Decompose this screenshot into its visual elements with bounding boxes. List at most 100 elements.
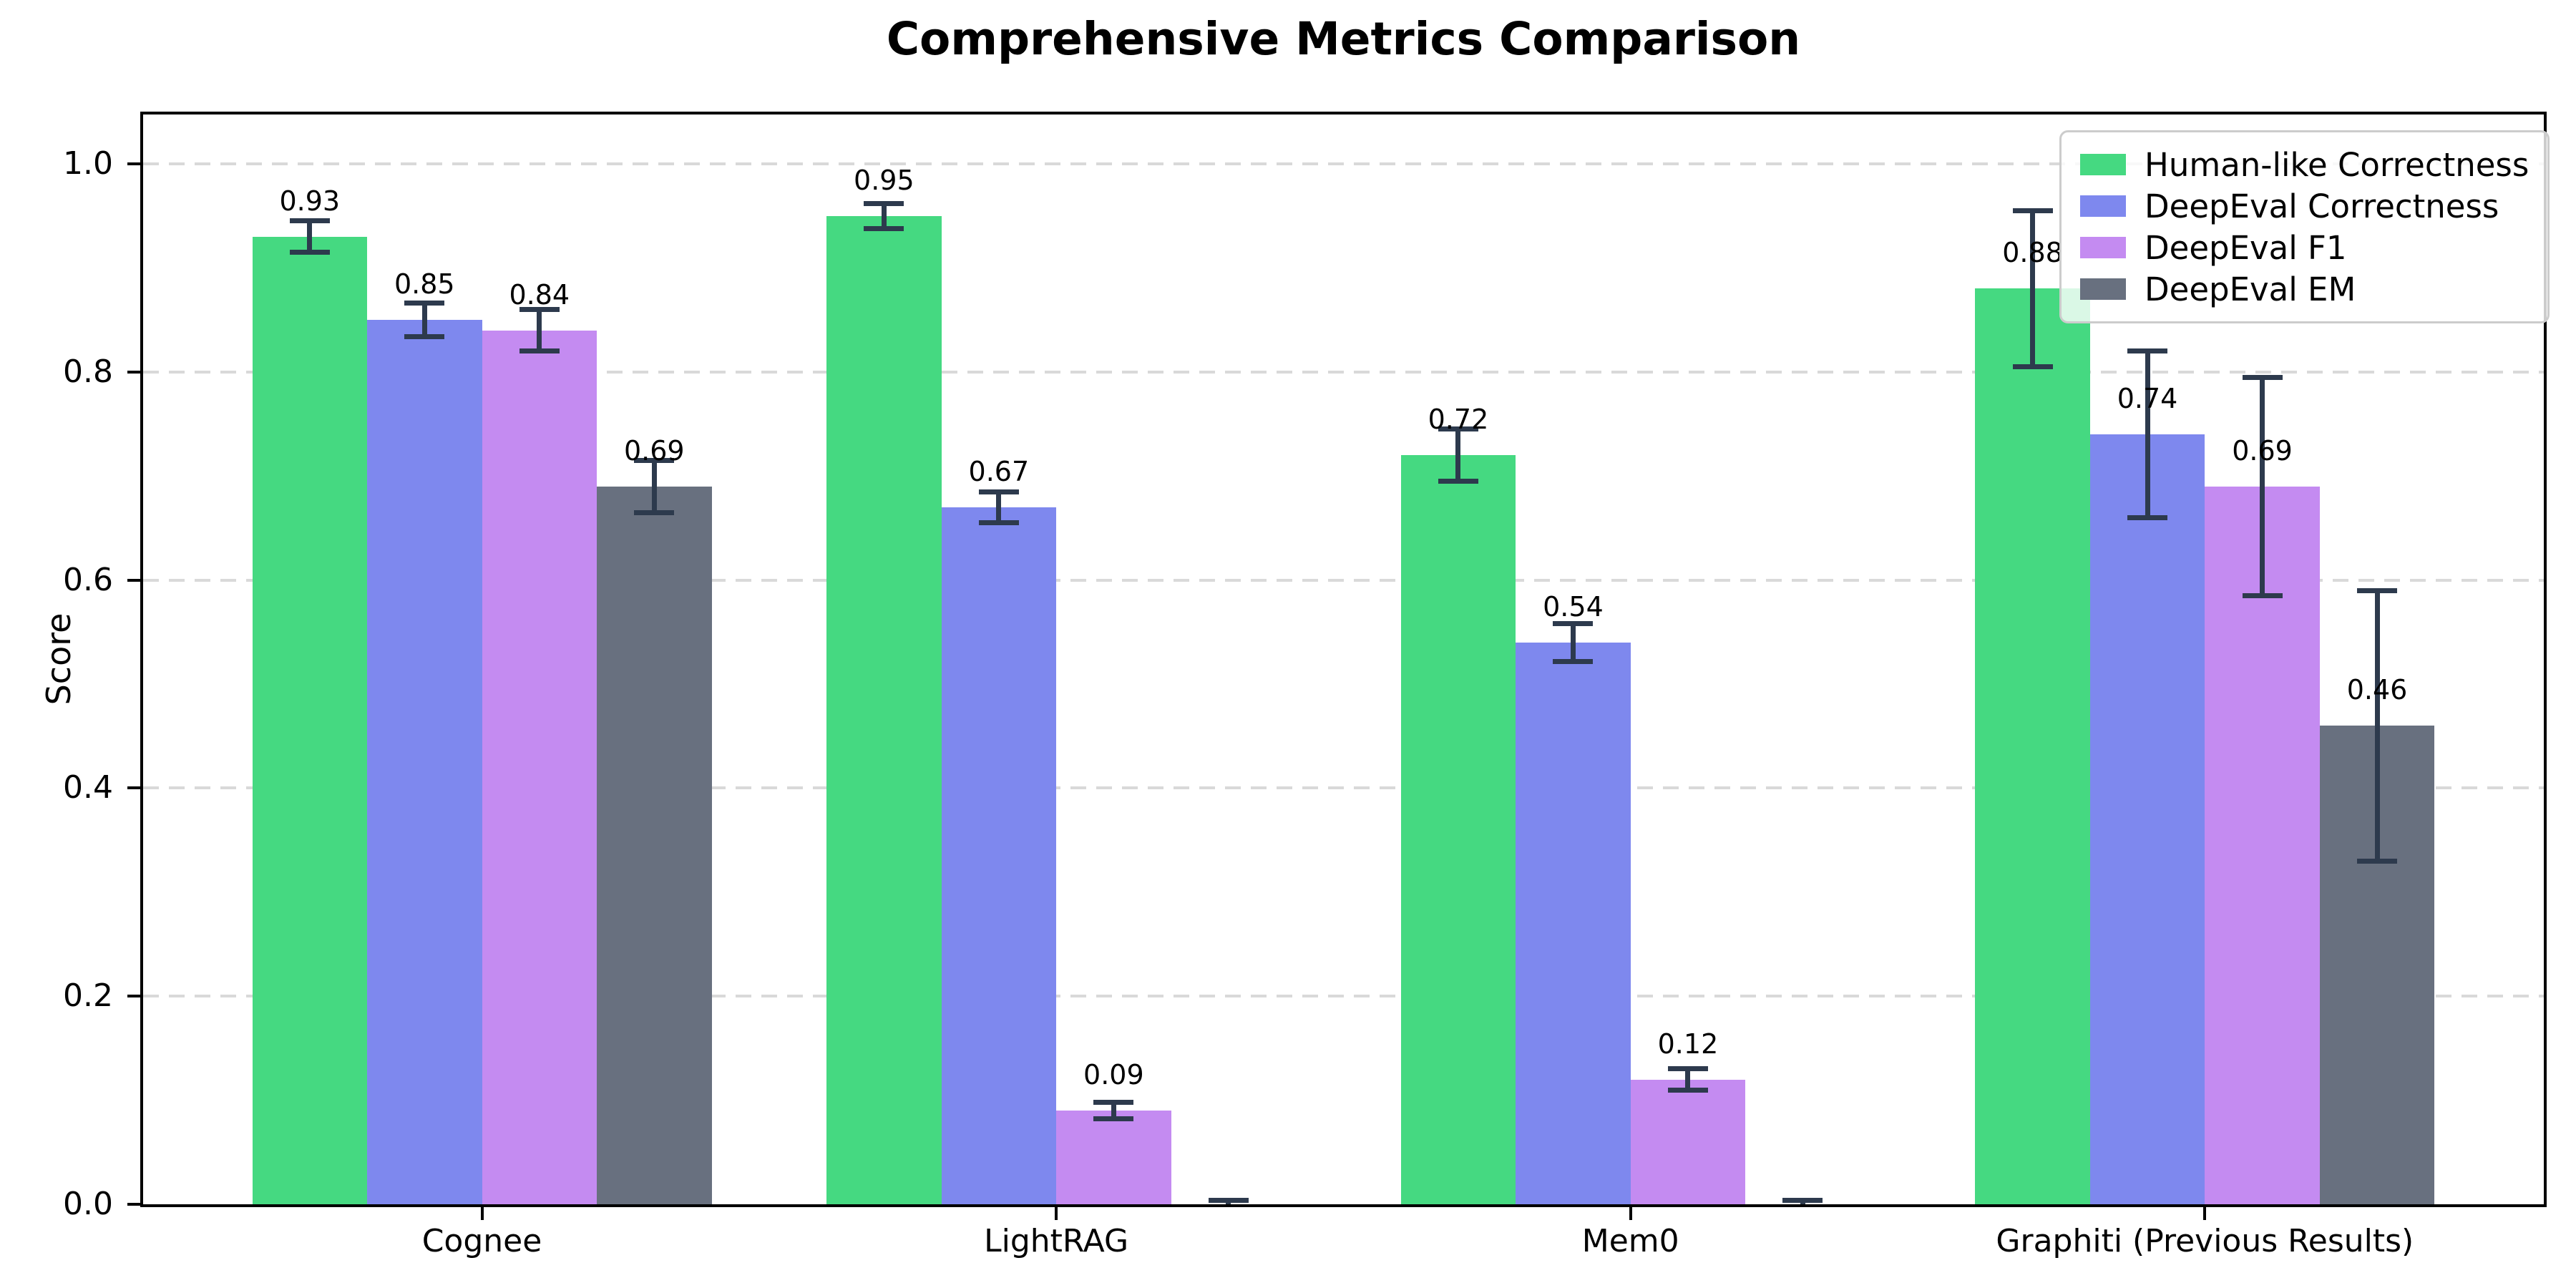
bar [2205, 486, 2320, 1204]
legend-label: DeepEval Correctness [2145, 187, 2499, 225]
error-bar-cap [1782, 1197, 1823, 1203]
bar [1975, 288, 2090, 1204]
error-bar-cap [978, 489, 1019, 494]
bar [252, 236, 367, 1204]
bar [367, 320, 482, 1204]
bar-value-label: 0.85 [394, 268, 455, 301]
error-bar-cap [2242, 592, 2283, 598]
error-bar [996, 492, 1002, 523]
x-tick-label: LightRAG [984, 1223, 1129, 1259]
legend-item: DeepEval Correctness [2080, 185, 2529, 227]
bar-value-label: 0.72 [1428, 404, 1489, 436]
error-bar [1685, 1068, 1691, 1091]
error-bar-cap [2012, 364, 2053, 370]
error-bar-cap [1667, 1066, 1708, 1072]
error-bar [2145, 351, 2150, 518]
error-bar-cap [2012, 208, 2053, 213]
bar-value-label: 0.54 [1543, 590, 1604, 623]
bar-value-label: 0.12 [1657, 1028, 1719, 1060]
error-bar-cap [864, 225, 904, 231]
error-bar [1570, 623, 1576, 662]
y-tick-mark [127, 162, 140, 165]
error-bar-cap [1553, 621, 1594, 627]
x-tick-mark [480, 1207, 484, 1220]
legend-label: DeepEval EM [2145, 270, 2356, 308]
x-tick-label: Mem0 [1581, 1223, 1679, 1259]
legend-swatch [2080, 237, 2126, 258]
x-tick-mark [1055, 1207, 1058, 1220]
y-axis-title: Score [39, 613, 78, 706]
bar [1630, 1079, 1746, 1204]
bar-value-label: 0.95 [854, 164, 914, 196]
bar [1516, 642, 1631, 1204]
error-bar-cap [1093, 1100, 1134, 1106]
legend-item: DeepEval F1 [2080, 227, 2529, 268]
y-tick-label: 0.0 [63, 1186, 113, 1222]
error-bar [2374, 590, 2380, 862]
error-bar [881, 203, 887, 229]
error-bar-cap [2357, 858, 2398, 864]
y-tick-mark [127, 578, 140, 582]
error-bar-cap [2242, 374, 2283, 380]
legend-label: DeepEval F1 [2145, 228, 2347, 267]
error-bar [2030, 210, 2036, 367]
x-tick-label: Graphiti (Previous Results) [1996, 1223, 2414, 1259]
gridline [143, 995, 2544, 998]
legend-label: Human-like Correctness [2145, 145, 2529, 184]
bar-value-label: 0.67 [968, 455, 1030, 487]
bar-value-label: 0.93 [279, 185, 341, 217]
bar-value-label: 0.84 [509, 278, 570, 311]
bar [941, 507, 1057, 1204]
y-tick-label: 0.4 [63, 769, 113, 806]
error-bar-cap [1667, 1087, 1708, 1093]
error-bar-cap [634, 457, 675, 463]
y-tick-label: 1.0 [63, 145, 113, 182]
error-bar-cap [2127, 514, 2168, 520]
bar [597, 486, 712, 1204]
bar-value-label: 0.69 [623, 434, 685, 467]
gridline [143, 578, 2544, 582]
error-bar [2260, 377, 2265, 596]
y-tick-mark [127, 1203, 140, 1206]
error-bar-cap [1208, 1197, 1249, 1203]
error-bar-cap [1553, 658, 1594, 664]
y-tick-label: 0.6 [63, 561, 113, 598]
error-bar-cap [1093, 1116, 1134, 1122]
legend-item: Human-like Correctness [2080, 144, 2529, 185]
bar [1400, 455, 1516, 1204]
x-tick-label: Cognee [421, 1223, 542, 1259]
error-bar [307, 220, 313, 253]
error-bar [537, 309, 542, 351]
error-bar [1111, 1102, 1116, 1119]
bar-value-label: 0.88 [2002, 237, 2063, 269]
error-bar [651, 460, 657, 513]
error-bar-cap [1438, 478, 1478, 484]
error-bar-cap [978, 520, 1019, 526]
gridline [143, 370, 2544, 374]
error-bar-cap [519, 348, 560, 354]
error-bar-cap [2127, 348, 2168, 354]
bar-value-label: 0.46 [2346, 674, 2408, 706]
legend-item: DeepEval EM [2080, 268, 2529, 310]
bar [826, 215, 942, 1204]
bar [482, 330, 597, 1204]
bar-value-label: 0.69 [2232, 434, 2293, 467]
error-bar-cap [289, 250, 330, 255]
y-tick-mark [127, 370, 140, 374]
gridline [143, 162, 2544, 165]
y-tick-mark [127, 786, 140, 790]
error-bar-cap [519, 307, 560, 313]
error-bar [1455, 429, 1461, 482]
y-tick-label: 0.8 [63, 353, 113, 390]
error-bar [421, 303, 427, 337]
legend-swatch [2080, 195, 2126, 217]
y-tick-mark [127, 995, 140, 998]
y-tick-label: 0.2 [63, 977, 113, 1015]
error-bar-cap [404, 301, 445, 306]
chart-title: Comprehensive Metrics Comparison [886, 13, 1801, 65]
bar [2089, 434, 2205, 1204]
error-bar-cap [404, 333, 445, 339]
legend-swatch [2080, 278, 2126, 300]
error-bar-cap [2357, 587, 2398, 593]
legend-swatch [2080, 154, 2126, 175]
